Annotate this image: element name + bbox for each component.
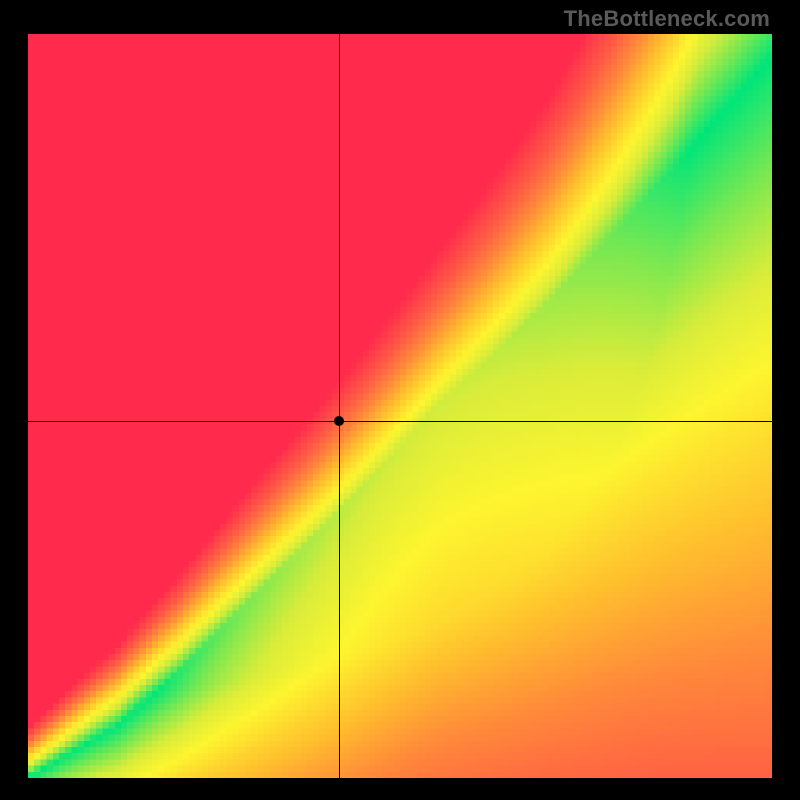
crosshair-horizontal [28, 421, 772, 422]
heatmap-canvas [28, 34, 772, 778]
crosshair-vertical [339, 34, 340, 778]
watermark-text: TheBottleneck.com [564, 6, 770, 32]
crosshair-marker [334, 416, 344, 426]
plot-frame [28, 34, 772, 778]
chart-container: TheBottleneck.com [0, 0, 800, 800]
